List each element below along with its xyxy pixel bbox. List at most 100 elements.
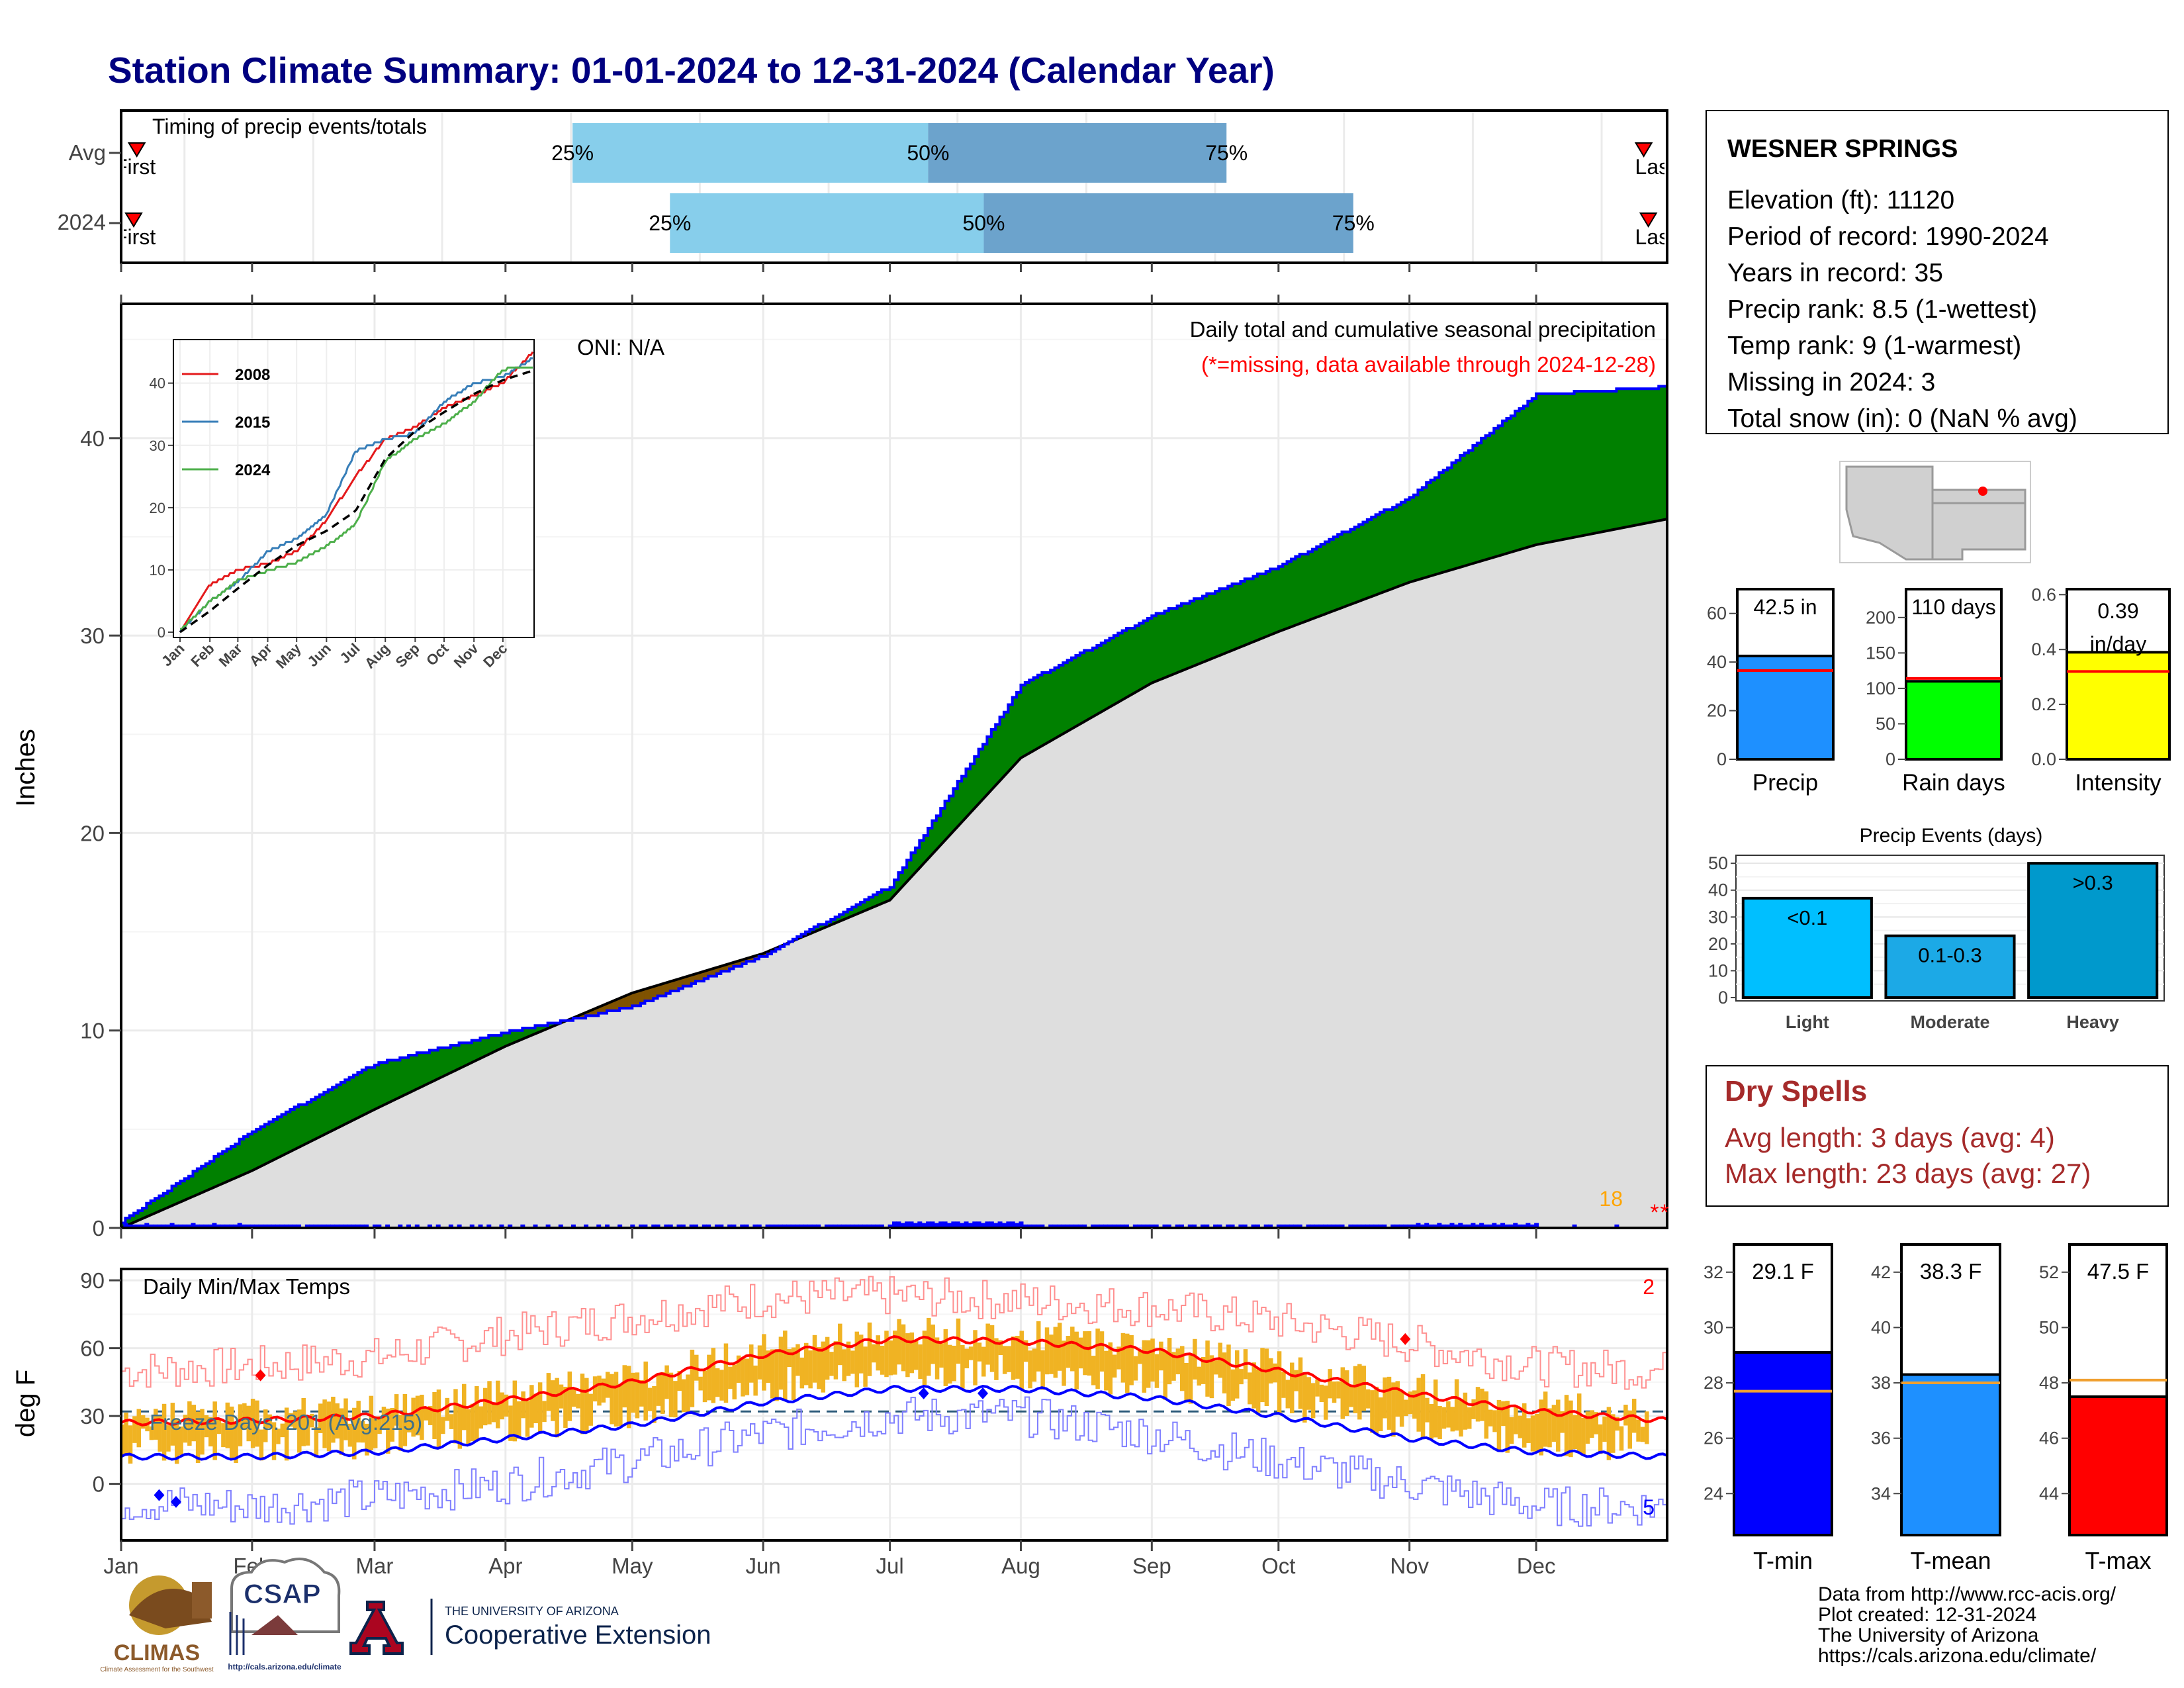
summary-bar-value-label: 110 days [1911,595,1996,619]
university-of-arizona-logo: THE UNIVERSITY OF ARIZONA Cooperative Ex… [349,1599,711,1655]
timing-quantile-label: 50% [962,211,1005,235]
daily-temp-range-bar [301,1397,306,1446]
events-bar-light [1741,896,1873,999]
daily-precip-bar [148,1224,154,1228]
daily-temp-range-bar [1374,1386,1379,1434]
daily-temp-range-bar [1294,1370,1298,1391]
daily-temp-range-bar [854,1331,860,1387]
climas-logo-subtitle: Climate Assessment for the Southwest [100,1666,213,1673]
cumulative-departure-segment [302,1104,308,1147]
cumulative-departure-segment [1383,509,1389,592]
daily-precip-bar [1036,1224,1041,1228]
daily-precip-bar [271,1224,276,1228]
cumulative-departure-segment [1371,516,1377,597]
cumulative-departure-segment [1020,684,1026,759]
cumulative-departure-segment [441,1047,447,1078]
station-snow: Total snow (in): 0 (NaN % avg) [1727,404,2077,433]
daily-precip-bar [292,1224,297,1228]
cumulative-departure-segment [1603,391,1609,532]
daily-precip-bar [727,1224,733,1228]
daily-temp-range-bar [546,1373,551,1411]
daily-temp-range-bar [411,1397,416,1437]
temp-bar-tick-label: 24 [1704,1483,1723,1503]
daily-precip-bar [985,1221,990,1228]
daily-temp-range-bar [690,1349,695,1407]
daily-temp-range-bar [1539,1399,1544,1456]
cumulative-departure-segment [285,1111,291,1154]
locator-map [1839,461,2031,563]
cumulative-departure-segment [319,1094,324,1138]
daily-temp-range-bar [271,1422,277,1460]
temp-bar-tick-label: 32 [1704,1262,1723,1282]
daily-precip-bar [1111,1224,1116,1228]
cumulative-departure-segment [1506,418,1512,554]
daily-precip-bar [1437,1223,1442,1228]
cumulative-departure-segment [1071,657,1076,730]
daily-precip-bar [1534,1223,1539,1228]
cumulative-departure-segment [1333,536,1338,612]
daily-precip-bar [887,1224,893,1228]
record-max-line [121,1276,1667,1390]
cumulative-departure-segment [1003,712,1009,778]
cumulative-departure-segment [1637,388,1643,526]
daily-temp-range-bar [1032,1348,1037,1382]
daily-precip-bar [942,1221,948,1228]
timing-row-2024: 25% 50% 75% First Last [124,193,1664,253]
summary-bar-label: Intensity [2075,770,2161,796]
daily-temp-range-bar [757,1345,762,1380]
daily-temp-range-bar [1594,1412,1598,1434]
daily-precip-bar [1285,1224,1290,1228]
daily-temp-range-bar [973,1330,978,1385]
daily-temp-range-bar [1108,1342,1113,1395]
daily-temp-range-bar [846,1341,851,1376]
daily-temp-range-bar [1015,1335,1020,1379]
daily-precip-bar [655,1224,660,1228]
cumulative-departure-segment [1236,583,1241,649]
events-chart-title: Precip Events (days) [1860,825,2043,847]
daily-precip-bar [1467,1224,1472,1228]
daily-temp-range-bar [791,1347,796,1400]
daily-precip-bar [1517,1224,1522,1228]
daily-temp-range-bar [635,1372,640,1419]
daily-temp-range-bar [516,1401,522,1439]
daily-precip-bar [807,1224,813,1228]
cumulative-departure-segment [1307,551,1313,622]
dry-spells-title: Dry Spells [1725,1075,1867,1107]
daily-precip-bar [833,1224,838,1228]
temp-panel: 0 30 60 90 deg F Daily Min/Max Temps Freeze… [11,263,1668,1578]
daily-precip-bar [191,1223,196,1228]
daily-precip-bar [879,1224,884,1228]
daily-temp-range-bar [884,1331,889,1378]
timing-row-label-2024: 2024 [58,210,106,234]
daily-precip-bar [1001,1223,1007,1228]
daily-precip-bar [938,1221,944,1228]
cumulative-departure-segment [1147,618,1152,686]
daily-precip-bar [989,1221,994,1228]
daily-precip-bar [1327,1224,1332,1228]
daily-precip-bar [584,1224,589,1228]
daily-temp-range-bar [504,1394,509,1417]
summary-bar-tick-label: 60 [1707,604,1727,624]
daily-temp-range-bar [1007,1346,1011,1372]
temp-bar-tick-label: 44 [2039,1483,2059,1503]
daily-precip-bar [850,1224,855,1228]
cumulative-departure-segment [454,1045,460,1072]
daily-precip-bar [972,1221,978,1228]
cumulative-departure-segment [420,1052,426,1088]
daily-precip-bar [1323,1224,1328,1228]
daily-temp-range-bar [833,1341,839,1380]
daily-temp-range-bar [576,1393,580,1409]
daily-temp-range-bar [981,1346,986,1377]
cumulative-departure-segment [1248,578,1254,645]
cumulative-departure-segment [1067,659,1072,732]
daily-precip-bar [334,1224,340,1228]
cumulative-departure-segment [1324,541,1330,615]
temp-bar-tick-label: 40 [1871,1317,1891,1337]
daily-precip-bar [1073,1224,1079,1228]
cumulative-departure-segment [450,1045,455,1074]
cumulative-departure-segment [1565,393,1570,539]
daily-precip-bar [347,1224,352,1228]
cumulative-departure-segment [1540,393,1545,545]
average-min-line [120,1384,1668,1461]
cumulative-departure-segment [404,1057,409,1096]
